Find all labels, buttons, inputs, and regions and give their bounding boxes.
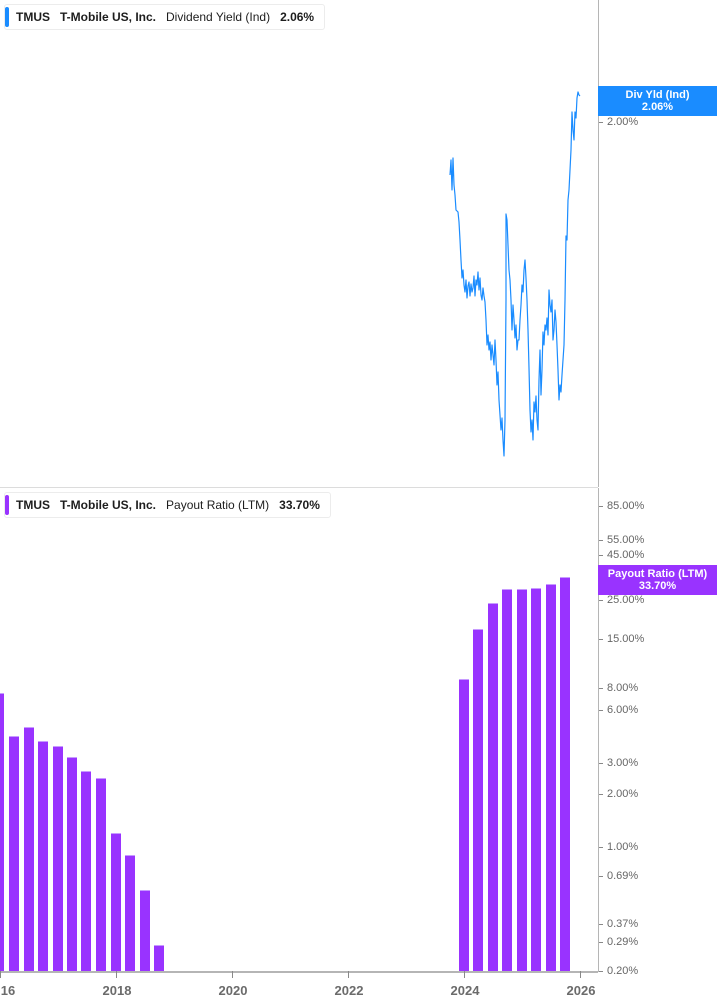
x-tick <box>580 971 581 978</box>
bar[interactable] <box>560 577 570 971</box>
bar[interactable] <box>0 693 4 971</box>
bar[interactable] <box>546 584 556 971</box>
bar[interactable] <box>531 588 541 971</box>
panel-divider[interactable] <box>0 487 598 488</box>
y-axis-line-top <box>598 0 599 487</box>
series-color-swatch <box>5 495 9 515</box>
x-tick <box>232 971 233 978</box>
flag-value: 2.06% <box>641 101 674 113</box>
flag-label: Div Yld (Ind) <box>625 89 690 101</box>
y-tick: 0.20% <box>599 965 638 977</box>
bar[interactable] <box>154 945 164 971</box>
y-tick: 0.37% <box>599 918 638 930</box>
x-label: 2026 <box>566 983 596 998</box>
bar[interactable] <box>502 589 512 971</box>
bar[interactable] <box>488 603 498 971</box>
legend-value: 2.06% <box>280 10 315 24</box>
x-axis-line <box>0 971 598 973</box>
bar[interactable] <box>140 890 150 971</box>
bar[interactable] <box>81 771 91 971</box>
flag-label: Payout Ratio (LTM) <box>607 568 708 580</box>
x-label: 2020 <box>218 983 248 998</box>
legend-ticker: TMUS <box>16 498 50 512</box>
legend-value: 33.70% <box>279 498 320 512</box>
bar[interactable] <box>24 727 34 971</box>
bar[interactable] <box>53 746 63 971</box>
y-tick: 0.29% <box>599 936 638 948</box>
y-tick: 85.00% <box>599 500 644 512</box>
bar[interactable] <box>9 736 19 971</box>
legend-ticker: TMUS <box>16 10 50 24</box>
y-tick: 2.00% <box>599 788 638 800</box>
y-tick: 55.00% <box>599 534 644 546</box>
bar[interactable] <box>125 855 135 971</box>
y-tick: 6.00% <box>599 704 638 716</box>
bar[interactable] <box>67 757 77 971</box>
y-axis-line-bottom <box>598 488 599 972</box>
x-tick <box>116 971 117 978</box>
payout-ratio-current-flag: Payout Ratio (LTM) 33.70% <box>598 565 717 595</box>
y-tick: 15.00% <box>599 633 644 645</box>
bar[interactable] <box>111 833 121 971</box>
legend-metric: Dividend Yield (Ind) <box>166 10 271 24</box>
flag-value: 33.70% <box>638 580 677 592</box>
dividend-yield-panel: TMUS T-Mobile US, Inc. Dividend Yield (I… <box>0 0 717 487</box>
x-tick <box>0 971 1 978</box>
x-label: 2022 <box>334 983 364 998</box>
series-color-swatch <box>5 7 9 27</box>
bar[interactable] <box>459 679 469 971</box>
y-tick: 2.00% <box>599 116 638 128</box>
y-tick: 1.00% <box>599 841 638 853</box>
legend-company: T-Mobile US, Inc. <box>60 10 157 24</box>
dividend-yield-line <box>449 91 581 457</box>
y-tick: 8.00% <box>599 682 638 694</box>
x-label: 16 <box>0 983 16 998</box>
bar[interactable] <box>38 741 48 971</box>
y-tick: 45.00% <box>599 549 644 561</box>
x-tick <box>348 971 349 978</box>
x-label: 2024 <box>450 983 480 998</box>
y-tick: 3.00% <box>599 757 638 769</box>
x-tick <box>464 971 465 978</box>
y-tick: 25.00% <box>599 594 644 606</box>
dividend-yield-legend[interactable]: TMUS T-Mobile US, Inc. Dividend Yield (I… <box>4 4 326 30</box>
bar[interactable] <box>473 629 483 971</box>
bar[interactable] <box>517 589 527 971</box>
y-tick: 0.69% <box>599 870 638 882</box>
x-label: 2018 <box>102 983 132 998</box>
dividend-yield-current-flag: Div Yld (Ind) 2.06% <box>598 86 717 116</box>
payout-ratio-panel: TMUS T-Mobile US, Inc. Payout Ratio (LTM… <box>0 488 717 1005</box>
payout-ratio-legend[interactable]: TMUS T-Mobile US, Inc. Payout Ratio (LTM… <box>4 492 331 518</box>
legend-metric: Payout Ratio (LTM) <box>166 498 270 512</box>
legend-company: T-Mobile US, Inc. <box>60 498 157 512</box>
bar[interactable] <box>96 778 106 971</box>
